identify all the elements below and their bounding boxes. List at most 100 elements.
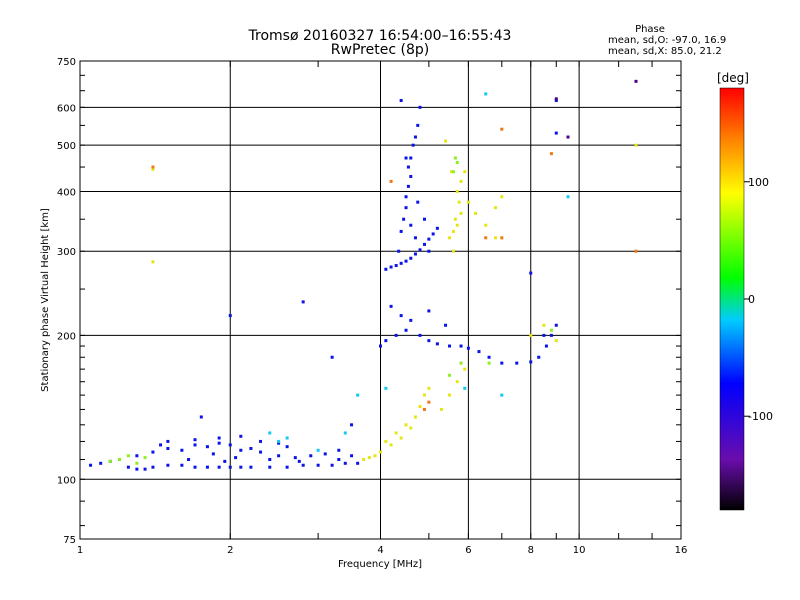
data-point: [394, 431, 398, 435]
data-point: [135, 454, 139, 458]
data-point: [193, 465, 197, 469]
data-point: [455, 380, 459, 384]
data-point: [399, 229, 403, 233]
data-point: [389, 265, 393, 269]
data-point: [277, 439, 281, 443]
data-point: [135, 461, 139, 465]
data-point: [239, 465, 243, 469]
colorbar-label: [deg]: [717, 71, 749, 85]
data-point: [409, 256, 413, 260]
data-point: [484, 223, 488, 227]
data-point: [399, 314, 403, 318]
data-point: [457, 200, 461, 204]
data-point: [330, 355, 334, 359]
data-point: [362, 457, 366, 461]
x-tick-label: 10: [573, 545, 586, 556]
x-axis-label: Frequency [MHz]: [338, 559, 422, 570]
data-point: [199, 415, 203, 419]
data-point: [529, 271, 533, 275]
data-point: [399, 261, 403, 265]
chart-subtitle: RwPretec (8p): [331, 42, 429, 58]
data-point: [277, 454, 281, 458]
data-point: [427, 309, 431, 313]
data-point: [451, 249, 455, 253]
data-point: [444, 323, 448, 327]
colorbar: [719, 87, 745, 511]
data-point: [418, 248, 422, 252]
data-point: [554, 323, 558, 327]
data-point: [466, 200, 470, 204]
data-point: [435, 342, 439, 346]
data-point: [389, 443, 393, 447]
phase-line-o: mean, sd,O: -97.0, 16.9: [608, 35, 726, 46]
data-point: [268, 431, 272, 435]
data-point: [228, 314, 232, 318]
y-axis-ticks: 75 100 200 300 400 500 600 750: [57, 57, 681, 546]
data-point: [500, 361, 504, 365]
data-point: [449, 170, 453, 174]
data-point: [193, 438, 197, 442]
data-point: [217, 441, 221, 445]
data-point: [566, 195, 570, 199]
colorbar-tick-label: -100: [748, 410, 773, 423]
data-point: [459, 361, 463, 365]
data-point: [409, 426, 413, 430]
data-point: [350, 423, 354, 427]
data-point: [373, 454, 377, 458]
data-point: [484, 236, 488, 240]
data-point: [187, 457, 191, 461]
data-point: [343, 461, 347, 465]
data-point: [89, 463, 93, 467]
data-point: [459, 211, 463, 215]
data-point: [440, 407, 444, 411]
data-point: [259, 450, 263, 454]
data-point: [404, 156, 408, 160]
data-point: [330, 463, 334, 467]
data-point: [455, 189, 459, 193]
data-point: [404, 328, 408, 332]
data-point: [143, 467, 147, 471]
data-point: [416, 200, 420, 204]
data-point: [422, 407, 426, 411]
data-point: [549, 328, 553, 332]
y-tick-label: 400: [57, 187, 76, 198]
data-point: [404, 259, 408, 263]
y-tick-label: 100: [57, 475, 76, 486]
data-point: [634, 249, 638, 253]
data-point: [205, 465, 209, 469]
colorbar-tick-label: 100: [748, 176, 769, 189]
data-point: [413, 415, 417, 419]
data-point: [239, 434, 243, 438]
data-point: [451, 170, 455, 174]
data-point: [217, 436, 221, 440]
data-point: [409, 156, 413, 160]
data-point: [448, 344, 452, 348]
data-point: [459, 179, 463, 183]
data-point: [384, 339, 388, 343]
data-point: [126, 454, 130, 458]
data-point: [268, 465, 272, 469]
data-point: [427, 386, 431, 390]
data-point: [402, 217, 406, 221]
data-point: [418, 404, 422, 408]
data-point: [422, 242, 426, 246]
data-point: [413, 135, 417, 139]
data-point: [126, 465, 130, 469]
data-point: [487, 355, 491, 359]
x-tick-label: 2: [227, 545, 233, 556]
data-point: [379, 450, 382, 454]
data-point: [350, 454, 354, 458]
data-point: [500, 236, 504, 240]
data-point: [193, 443, 197, 447]
y-tick-label: 750: [57, 57, 76, 68]
data-point: [394, 333, 398, 337]
data-point: [316, 463, 320, 467]
data-point: [394, 264, 398, 268]
data-point: [451, 229, 455, 233]
data-point: [463, 367, 467, 371]
data-point: [293, 456, 297, 460]
colorbar-tick-label: 0: [748, 293, 755, 306]
data-point: [397, 249, 401, 253]
grid-lines: [80, 61, 681, 539]
